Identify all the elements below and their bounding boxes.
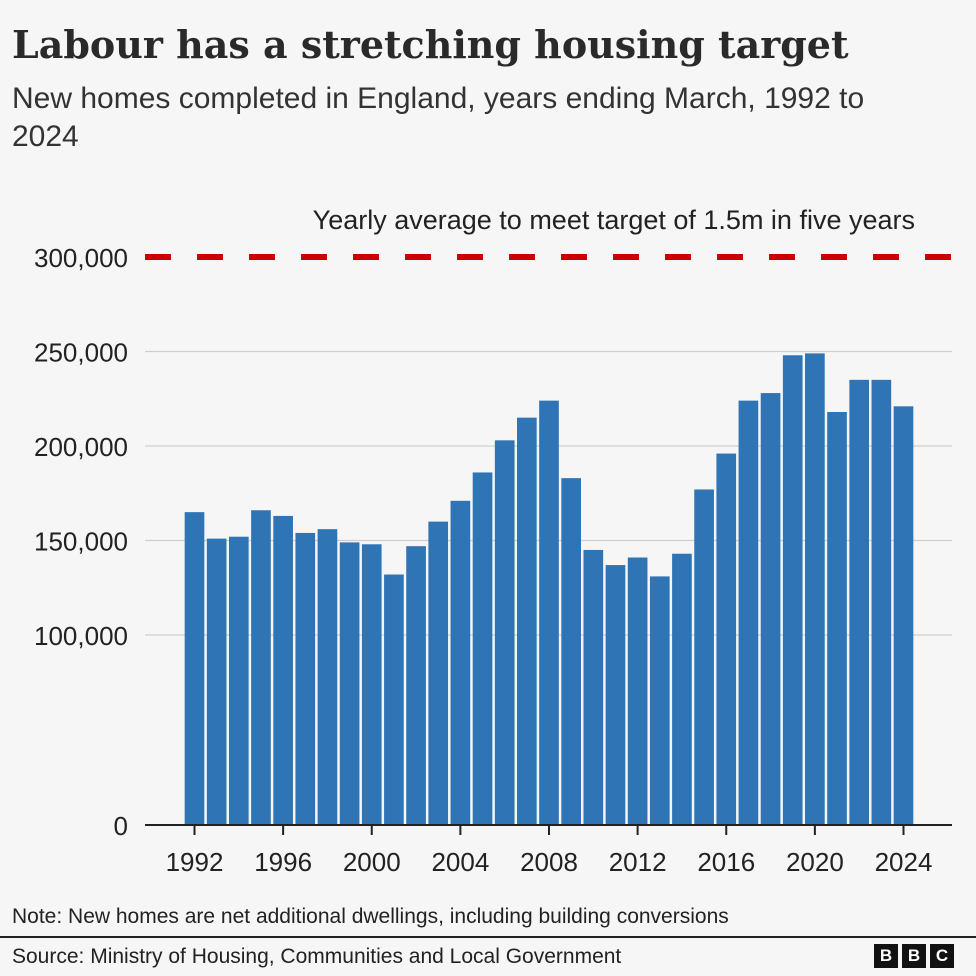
x-tick-label: 2020 bbox=[786, 847, 844, 877]
x-tick-label: 2012 bbox=[609, 847, 667, 877]
y-tick-label: 150,000 bbox=[34, 527, 128, 557]
bar bbox=[893, 406, 914, 825]
x-tick-label: 1996 bbox=[254, 847, 312, 877]
target-line-label: Yearly average to meet target of 1.5m in… bbox=[313, 205, 915, 235]
bbc-logo: B B C bbox=[874, 944, 954, 968]
bar bbox=[849, 379, 870, 825]
x-tick-label: 2024 bbox=[875, 847, 933, 877]
x-tick-label: 2016 bbox=[697, 847, 755, 877]
bar bbox=[184, 512, 205, 825]
y-tick-label: 250,000 bbox=[34, 338, 128, 368]
chart-subtitle: New homes completed in England, years en… bbox=[12, 82, 865, 153]
bar bbox=[494, 440, 515, 825]
bar bbox=[672, 553, 692, 825]
bar-chart: 0 100,000 150,000 200,000 250,000 300,000 1992… bbox=[34, 205, 952, 877]
bar bbox=[406, 546, 426, 825]
bar bbox=[694, 489, 714, 825]
bar bbox=[251, 510, 271, 825]
bar bbox=[738, 400, 759, 825]
bar bbox=[339, 542, 360, 825]
bar bbox=[605, 565, 626, 825]
bar bbox=[428, 521, 449, 825]
footer-divider bbox=[0, 936, 976, 938]
bar bbox=[871, 379, 892, 825]
y-tick-label: 0 bbox=[114, 811, 128, 841]
bar bbox=[805, 353, 825, 825]
bar bbox=[228, 536, 249, 825]
logo-letter: B bbox=[902, 944, 926, 968]
chart-title: Labour has a stretching housing target bbox=[12, 22, 849, 67]
bar bbox=[472, 472, 493, 825]
chart-note: Note: New homes are net additional dwell… bbox=[12, 905, 729, 928]
x-tick-label: 1992 bbox=[166, 847, 224, 877]
x-tick-label: 2000 bbox=[343, 847, 401, 877]
bar bbox=[782, 355, 803, 825]
bar bbox=[295, 532, 316, 825]
bar bbox=[760, 393, 781, 825]
bar bbox=[384, 574, 404, 825]
y-tick-label: 300,000 bbox=[34, 243, 128, 273]
x-tick-label: 2004 bbox=[431, 847, 489, 877]
y-tick-label: 100,000 bbox=[34, 621, 128, 651]
bar bbox=[561, 478, 581, 825]
bar bbox=[539, 400, 559, 825]
chart-source: Source: Ministry of Housing, Communities… bbox=[12, 945, 622, 968]
y-tick-label: 200,000 bbox=[34, 432, 128, 462]
bar bbox=[517, 417, 537, 825]
bar bbox=[361, 544, 382, 825]
bar bbox=[583, 549, 604, 825]
bar bbox=[317, 529, 338, 825]
x-tick-label: 2008 bbox=[520, 847, 578, 877]
logo-letter: B bbox=[874, 944, 898, 968]
bar bbox=[827, 411, 847, 825]
logo-letter: C bbox=[930, 944, 954, 968]
bar bbox=[273, 515, 293, 825]
bar bbox=[627, 557, 648, 825]
bar bbox=[206, 538, 227, 825]
bar bbox=[716, 453, 737, 825]
bar bbox=[649, 576, 670, 825]
bar bbox=[450, 500, 471, 825]
